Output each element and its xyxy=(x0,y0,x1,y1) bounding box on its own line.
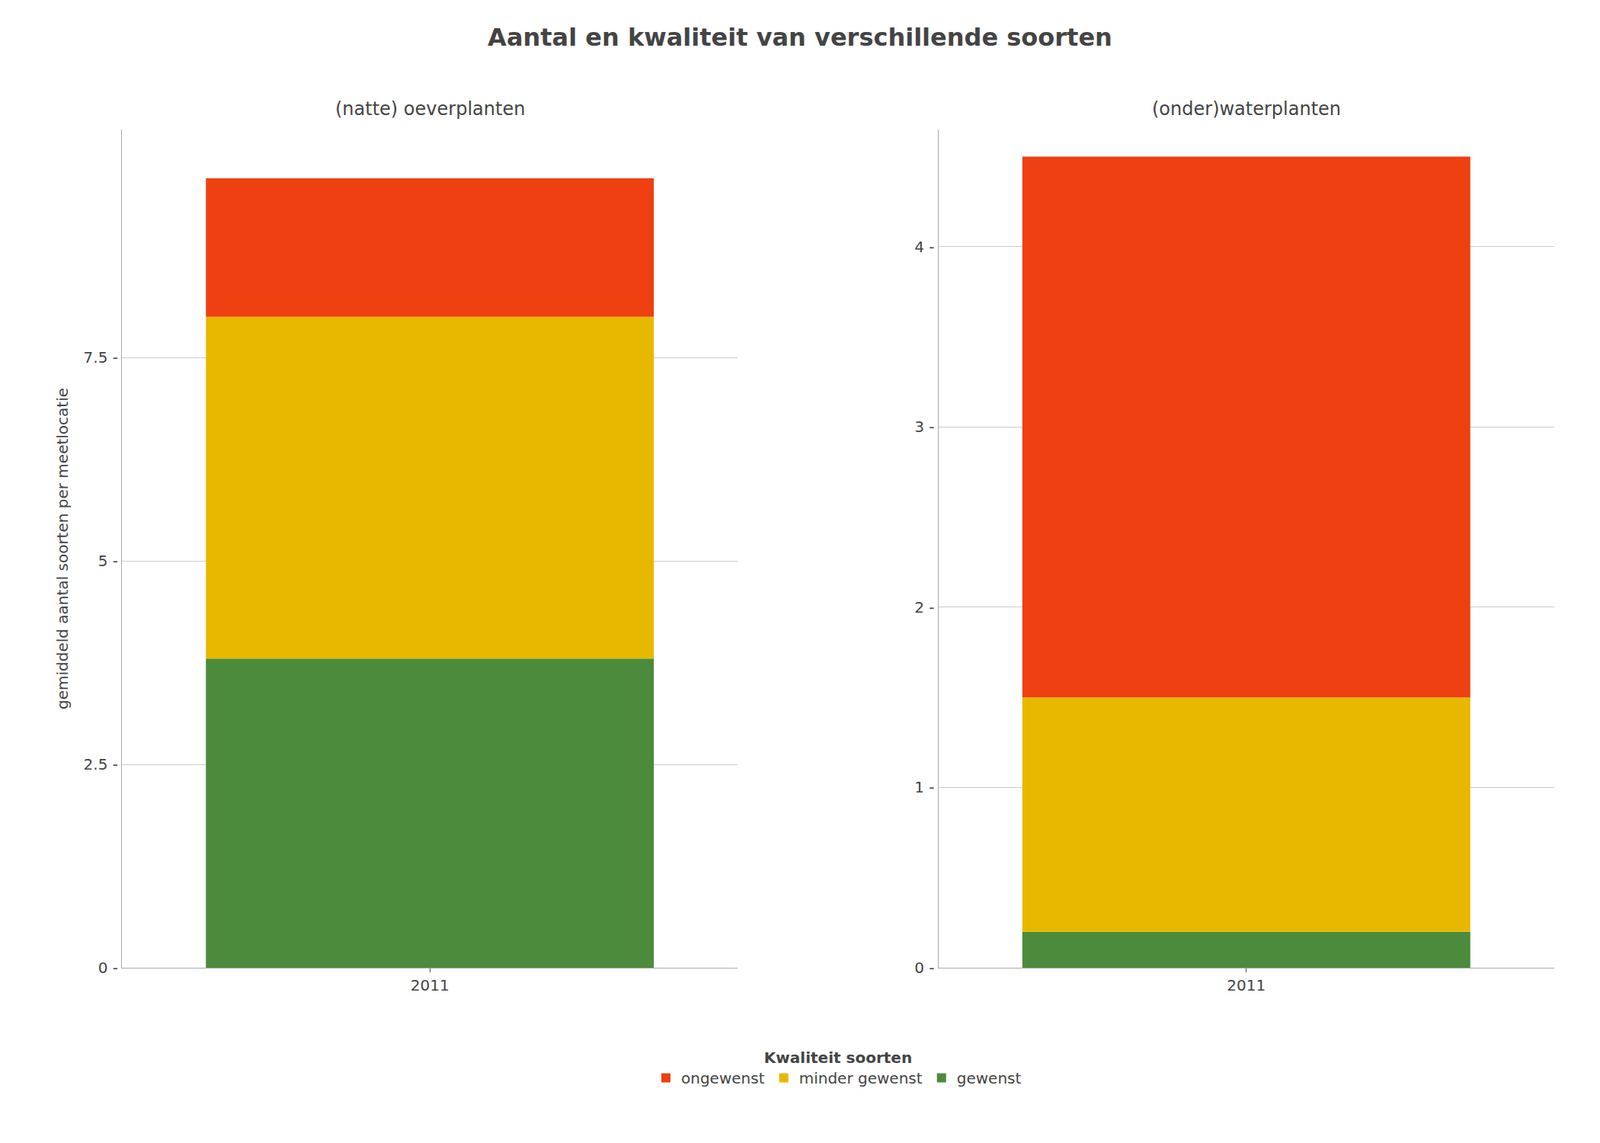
svg-text:2.5 -: 2.5 - xyxy=(83,755,119,774)
svg-text:7.5 -: 7.5 - xyxy=(83,348,119,367)
svg-text:ongewenst: ongewenst xyxy=(681,1068,765,1088)
svg-text:gewenst: gewenst xyxy=(956,1068,1022,1088)
svg-text:(onder)waterplanten: (onder)waterplanten xyxy=(1152,98,1341,120)
svg-text:0 -: 0 - xyxy=(914,958,935,977)
svg-text:2011: 2011 xyxy=(410,976,450,995)
svg-text:Aantal en kwaliteit van versch: Aantal en kwaliteit van verschillende so… xyxy=(487,22,1113,52)
svg-text:(natte) oeverplanten: (natte) oeverplanten xyxy=(335,98,525,120)
svg-text:2 -: 2 - xyxy=(914,598,935,617)
svg-text:Kwaliteit soorten: Kwaliteit soorten xyxy=(764,1048,912,1067)
svg-text:5 -: 5 - xyxy=(98,551,119,570)
svg-text:gemiddeld aantal soorten per m: gemiddeld aantal soorten per meetlocatie xyxy=(53,387,72,710)
svg-text:4 -: 4 - xyxy=(914,237,935,256)
svg-text:minder gewenst: minder gewenst xyxy=(799,1068,923,1088)
svg-text:1 -: 1 - xyxy=(914,777,935,797)
svg-text:2011: 2011 xyxy=(1226,976,1266,995)
svg-text:3 -: 3 - xyxy=(914,417,935,436)
svg-text:0 -: 0 - xyxy=(98,958,119,977)
